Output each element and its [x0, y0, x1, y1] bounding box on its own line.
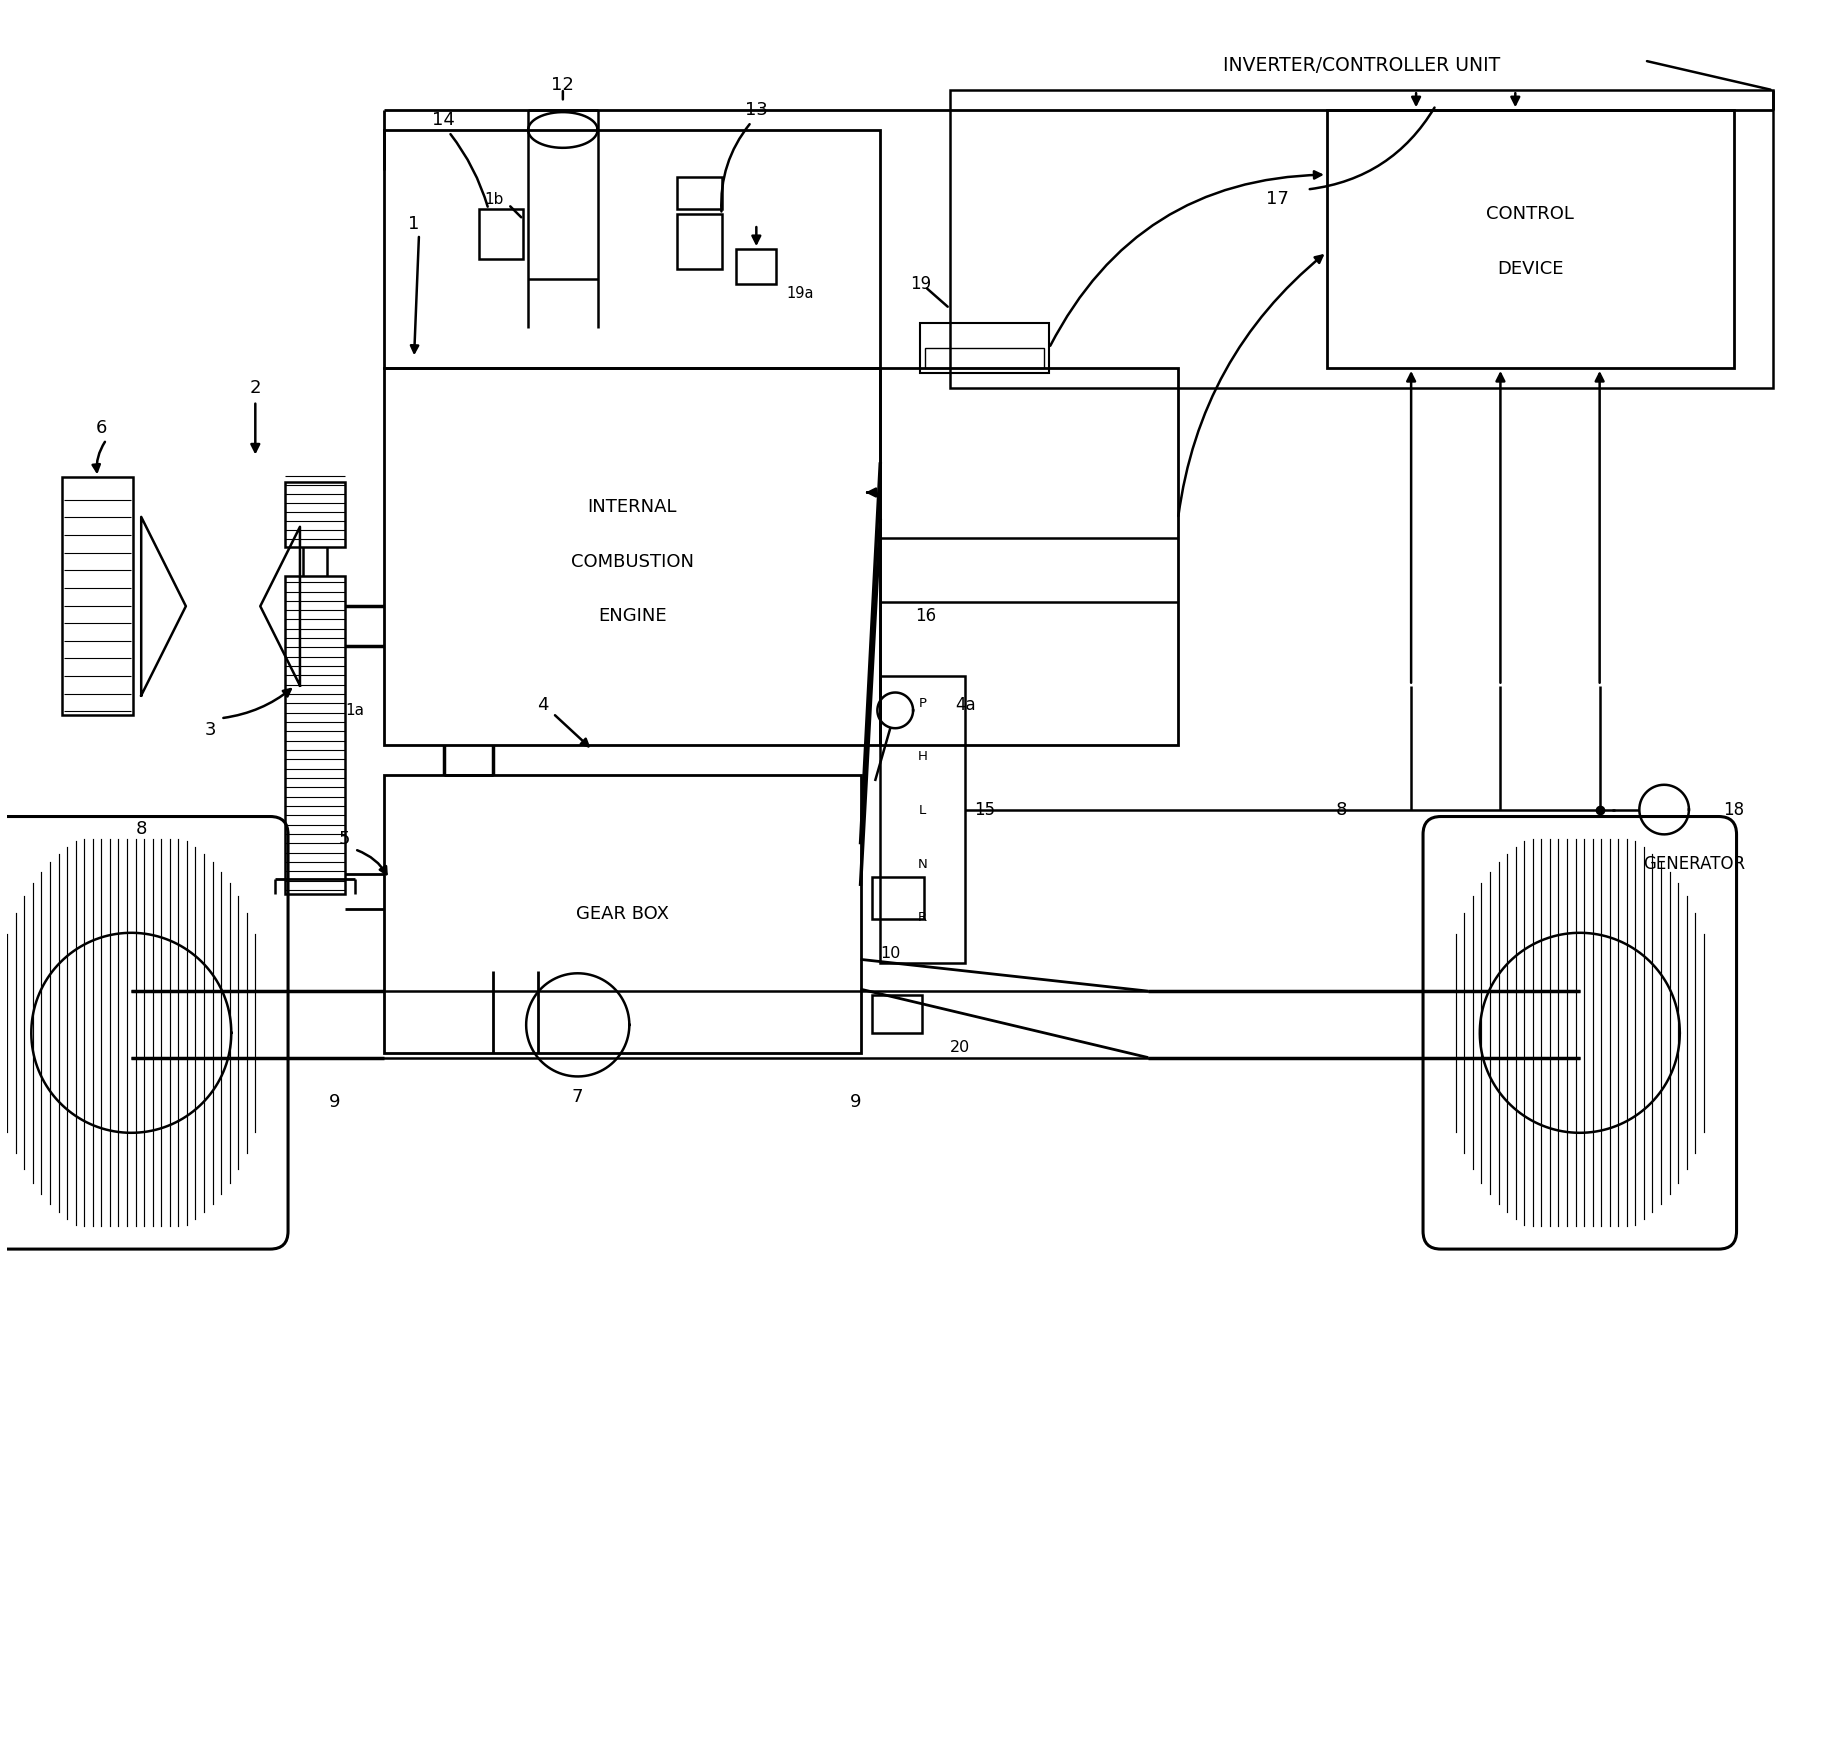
Text: P: P: [918, 697, 926, 709]
Bar: [920, 323, 1050, 372]
Bar: [285, 482, 344, 547]
Bar: [950, 90, 1774, 388]
Bar: [676, 213, 721, 268]
Text: R: R: [918, 912, 928, 924]
Bar: [926, 348, 1044, 369]
Text: 12: 12: [551, 76, 575, 93]
Bar: [285, 577, 344, 894]
Text: GEAR BOX: GEAR BOX: [577, 905, 669, 923]
Text: 1b: 1b: [484, 192, 503, 206]
Bar: [61, 478, 133, 716]
Text: DEVICE: DEVICE: [1497, 259, 1563, 279]
Text: 9: 9: [329, 1094, 340, 1111]
Text: 9: 9: [850, 1094, 861, 1111]
Text: CONTROL: CONTROL: [1486, 205, 1574, 224]
Text: 3: 3: [205, 721, 216, 739]
Text: H: H: [918, 750, 928, 764]
Text: INTERNAL: INTERNAL: [588, 497, 676, 517]
Text: 5: 5: [338, 831, 351, 848]
Text: 4a: 4a: [955, 697, 976, 714]
Text: COMBUSTION: COMBUSTION: [571, 552, 693, 570]
Bar: [880, 369, 1177, 744]
Bar: [384, 131, 880, 369]
Text: L: L: [918, 804, 926, 817]
Text: 10: 10: [880, 946, 900, 961]
Text: N: N: [918, 857, 928, 871]
Bar: [676, 176, 721, 210]
Text: 14: 14: [432, 111, 455, 129]
Text: INVERTER/CONTROLLER UNIT: INVERTER/CONTROLLER UNIT: [1223, 56, 1501, 76]
Text: 8: 8: [1336, 801, 1347, 818]
Bar: [1327, 109, 1733, 369]
Text: 6: 6: [96, 418, 107, 437]
Bar: [872, 877, 924, 919]
Text: 16: 16: [915, 607, 937, 624]
Bar: [880, 676, 965, 963]
Text: 15: 15: [974, 801, 994, 818]
Text: 7: 7: [573, 1088, 584, 1106]
Bar: [737, 249, 776, 284]
Text: 19a: 19a: [785, 286, 813, 302]
Text: 18: 18: [1722, 801, 1745, 818]
Text: 13: 13: [745, 101, 767, 120]
Text: 20: 20: [950, 1041, 970, 1055]
Text: 1: 1: [408, 215, 419, 233]
Text: 1a: 1a: [346, 702, 364, 718]
Text: 4: 4: [538, 697, 549, 714]
Bar: [872, 995, 922, 1032]
Text: 2: 2: [249, 379, 261, 397]
Text: 17: 17: [1266, 191, 1288, 208]
Bar: [479, 210, 523, 259]
Text: GENERATOR: GENERATOR: [1643, 856, 1745, 873]
Text: 8: 8: [135, 820, 146, 838]
Text: 19: 19: [909, 275, 931, 293]
Bar: [384, 774, 861, 1053]
Bar: [384, 369, 880, 744]
Text: ENGINE: ENGINE: [599, 607, 667, 624]
